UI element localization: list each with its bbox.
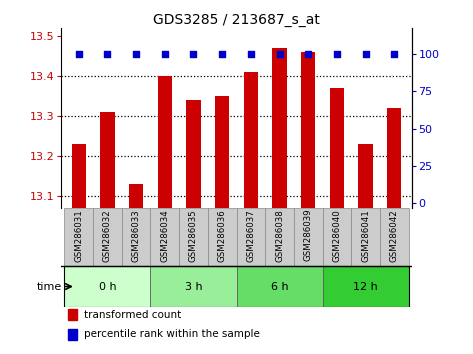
Bar — [208, 208, 236, 266]
Bar — [64, 266, 409, 308]
Bar — [179, 208, 208, 266]
Bar — [359, 144, 373, 208]
Point — [190, 51, 197, 57]
Bar — [265, 208, 294, 266]
Point — [333, 51, 341, 57]
Text: GSM286036: GSM286036 — [218, 209, 227, 262]
Bar — [330, 88, 344, 208]
Bar — [69, 329, 77, 340]
Bar — [100, 112, 114, 208]
Text: GSM286031: GSM286031 — [74, 209, 83, 262]
Bar — [351, 208, 380, 266]
Text: GSM286041: GSM286041 — [361, 209, 370, 262]
Bar — [272, 48, 287, 208]
Text: time: time — [37, 281, 62, 292]
Bar — [236, 266, 323, 308]
Point — [247, 51, 254, 57]
Point — [104, 51, 111, 57]
Point — [276, 51, 283, 57]
Bar — [323, 208, 351, 266]
Text: 6 h: 6 h — [271, 281, 289, 292]
Bar — [129, 184, 143, 208]
Text: GSM286038: GSM286038 — [275, 209, 284, 262]
Text: 0 h: 0 h — [98, 281, 116, 292]
Text: percentile rank within the sample: percentile rank within the sample — [84, 330, 260, 339]
Bar — [323, 266, 409, 308]
Bar — [150, 208, 179, 266]
Text: GSM286042: GSM286042 — [390, 209, 399, 262]
Bar — [122, 208, 150, 266]
Point — [219, 51, 226, 57]
Text: GSM286039: GSM286039 — [304, 209, 313, 261]
Bar — [158, 76, 172, 208]
Text: transformed count: transformed count — [84, 310, 182, 320]
Bar — [93, 208, 122, 266]
Bar — [236, 208, 265, 266]
Bar — [64, 266, 150, 308]
Bar — [64, 208, 93, 266]
Point — [132, 51, 140, 57]
Bar — [150, 266, 236, 308]
Bar — [380, 208, 409, 266]
Bar — [294, 208, 323, 266]
Text: GSM286040: GSM286040 — [333, 209, 342, 262]
Text: GSM286032: GSM286032 — [103, 209, 112, 262]
Bar — [71, 144, 86, 208]
Bar — [387, 108, 402, 208]
Point — [161, 51, 168, 57]
Point — [391, 51, 398, 57]
Bar — [301, 52, 315, 208]
Text: 12 h: 12 h — [353, 281, 378, 292]
Bar — [244, 72, 258, 208]
Text: GSM286037: GSM286037 — [246, 209, 255, 262]
Bar — [186, 100, 201, 208]
Point — [305, 51, 312, 57]
Bar — [215, 96, 229, 208]
Point — [75, 51, 82, 57]
Text: GSM286033: GSM286033 — [131, 209, 140, 262]
Title: GDS3285 / 213687_s_at: GDS3285 / 213687_s_at — [153, 13, 320, 27]
Bar — [69, 309, 77, 320]
Text: GSM286034: GSM286034 — [160, 209, 169, 262]
Point — [362, 51, 369, 57]
Text: 3 h: 3 h — [184, 281, 202, 292]
Text: GSM286035: GSM286035 — [189, 209, 198, 262]
